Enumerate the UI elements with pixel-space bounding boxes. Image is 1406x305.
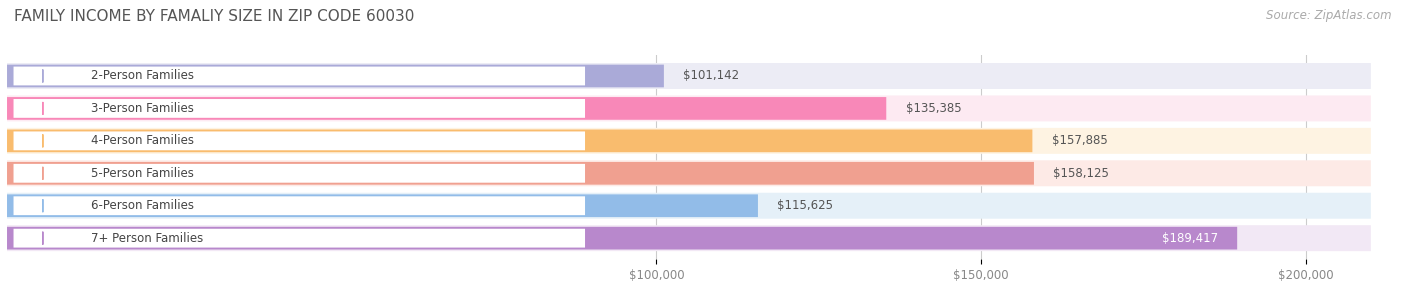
FancyBboxPatch shape — [14, 131, 585, 150]
Text: $189,417: $189,417 — [1161, 232, 1218, 245]
FancyBboxPatch shape — [7, 63, 1371, 89]
Text: 7+ Person Families: 7+ Person Families — [91, 232, 204, 245]
FancyBboxPatch shape — [7, 97, 886, 120]
Text: $157,885: $157,885 — [1052, 135, 1108, 147]
FancyBboxPatch shape — [7, 162, 1033, 185]
FancyBboxPatch shape — [7, 193, 1371, 219]
FancyBboxPatch shape — [14, 196, 585, 215]
Text: 6-Person Families: 6-Person Families — [91, 199, 194, 212]
Text: 3-Person Families: 3-Person Families — [91, 102, 194, 115]
Text: $158,125: $158,125 — [1053, 167, 1109, 180]
FancyBboxPatch shape — [7, 160, 1371, 186]
FancyBboxPatch shape — [14, 229, 585, 248]
Text: $115,625: $115,625 — [778, 199, 834, 212]
Text: Source: ZipAtlas.com: Source: ZipAtlas.com — [1267, 9, 1392, 22]
FancyBboxPatch shape — [14, 99, 585, 118]
Text: $101,142: $101,142 — [683, 70, 740, 82]
FancyBboxPatch shape — [7, 225, 1371, 251]
FancyBboxPatch shape — [7, 130, 1032, 152]
Text: 5-Person Families: 5-Person Families — [91, 167, 194, 180]
Text: 2-Person Families: 2-Person Families — [91, 70, 194, 82]
FancyBboxPatch shape — [7, 95, 1371, 121]
FancyBboxPatch shape — [7, 227, 1237, 249]
FancyBboxPatch shape — [7, 65, 664, 87]
FancyBboxPatch shape — [14, 66, 585, 85]
FancyBboxPatch shape — [7, 128, 1371, 154]
FancyBboxPatch shape — [7, 194, 758, 217]
FancyBboxPatch shape — [14, 164, 585, 183]
Text: 4-Person Families: 4-Person Families — [91, 135, 194, 147]
Text: FAMILY INCOME BY FAMALIY SIZE IN ZIP CODE 60030: FAMILY INCOME BY FAMALIY SIZE IN ZIP COD… — [14, 9, 415, 24]
Text: $135,385: $135,385 — [905, 102, 962, 115]
